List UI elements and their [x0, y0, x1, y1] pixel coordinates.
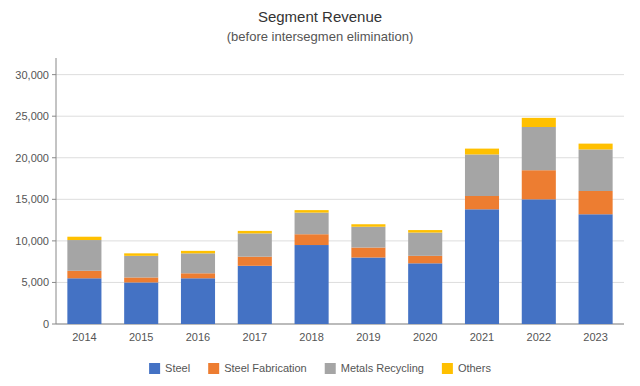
- bar: [579, 144, 613, 150]
- tick-mark: [52, 240, 56, 241]
- y-axis: 0 5,000 10,000 15,000 20,000 25,000 30,000: [15, 69, 56, 330]
- bars: [67, 118, 612, 324]
- bar: [181, 273, 215, 278]
- bar: [408, 230, 442, 232]
- legend-item: Steel Fabrication: [208, 362, 307, 374]
- tick-mark: [52, 116, 56, 117]
- tick-mark: [52, 74, 56, 75]
- bar: [124, 253, 158, 255]
- bar: [465, 209, 499, 324]
- tick-label: 2016: [186, 331, 210, 343]
- grid-line: [56, 74, 624, 75]
- bar: [238, 257, 272, 266]
- chart: Segment Revenue (before intersegmen elimi…: [0, 0, 640, 386]
- bar: [465, 154, 499, 196]
- tick-label: 2017: [243, 331, 267, 343]
- title: Segment Revenue: [258, 8, 382, 25]
- legend-item: Others: [442, 362, 492, 374]
- bar: [238, 233, 272, 256]
- legend-swatch: [149, 363, 160, 374]
- tick-label: 2018: [299, 331, 323, 343]
- bar: [181, 253, 215, 273]
- bar: [295, 245, 329, 324]
- bar: [67, 271, 101, 278]
- bar: [295, 213, 329, 235]
- bar: [181, 278, 215, 324]
- legend-item: Metals Recycling: [325, 362, 424, 374]
- bar: [238, 231, 272, 233]
- tick-label: 2023: [583, 331, 607, 343]
- bar: [408, 233, 442, 256]
- tick-mark: [52, 157, 56, 158]
- legend-item: Steel: [149, 362, 190, 374]
- legend-label: Others: [458, 362, 492, 374]
- tick-label: 2015: [129, 331, 153, 343]
- bar: [579, 149, 613, 191]
- subtitle: (before intersegmen elimination): [227, 29, 413, 44]
- bar: [67, 237, 101, 240]
- bar: [67, 278, 101, 324]
- legend-swatch: [208, 363, 219, 374]
- bar: [522, 127, 556, 170]
- bar: [124, 282, 158, 324]
- tick-label: 10,000: [15, 235, 49, 247]
- legend-swatch: [442, 363, 453, 374]
- bar: [465, 196, 499, 209]
- bar: [181, 251, 215, 253]
- tick-label: 5,000: [21, 276, 49, 288]
- bar: [67, 240, 101, 271]
- tick-label: 2022: [527, 331, 551, 343]
- bar: [579, 214, 613, 324]
- y-axis-line: [56, 58, 57, 324]
- bar: [522, 199, 556, 324]
- bar: [124, 277, 158, 282]
- legend-label: Steel: [165, 362, 190, 374]
- tick-label: 30,000: [15, 69, 49, 81]
- bar: [465, 149, 499, 155]
- bar: [408, 263, 442, 324]
- bar: [351, 224, 385, 226]
- x-axis: 2014 2015 2016 2017 2018 2019 2020 2021 2022 2023: [72, 331, 608, 343]
- tick-label: 2021: [470, 331, 494, 343]
- bar: [579, 191, 613, 214]
- tick-mark: [52, 324, 56, 325]
- tick-label: 2014: [72, 331, 96, 343]
- bar: [351, 227, 385, 248]
- tick-mark: [52, 199, 56, 200]
- legend-swatch: [325, 363, 336, 374]
- bar: [295, 234, 329, 245]
- tick-label: 2020: [413, 331, 437, 343]
- tick-label: 2019: [356, 331, 380, 343]
- legend-label: Metals Recycling: [341, 362, 424, 374]
- bar: [522, 170, 556, 199]
- tick-label: 25,000: [15, 110, 49, 122]
- grid-line: [56, 116, 624, 117]
- bar: [238, 266, 272, 324]
- tick-mark: [52, 282, 56, 283]
- legend: Steel Steel Fabrication Metals Recycling Ot…: [149, 362, 491, 374]
- bar: [124, 256, 158, 278]
- tick-label: 20,000: [15, 152, 49, 164]
- legend-label: Steel Fabrication: [224, 362, 307, 374]
- bar: [522, 118, 556, 127]
- bar: [351, 258, 385, 325]
- tick-label: 15,000: [15, 193, 49, 205]
- bar: [351, 248, 385, 258]
- tick-label: 0: [43, 318, 49, 330]
- bar: [295, 210, 329, 212]
- grid: [56, 75, 624, 324]
- bar: [408, 256, 442, 263]
